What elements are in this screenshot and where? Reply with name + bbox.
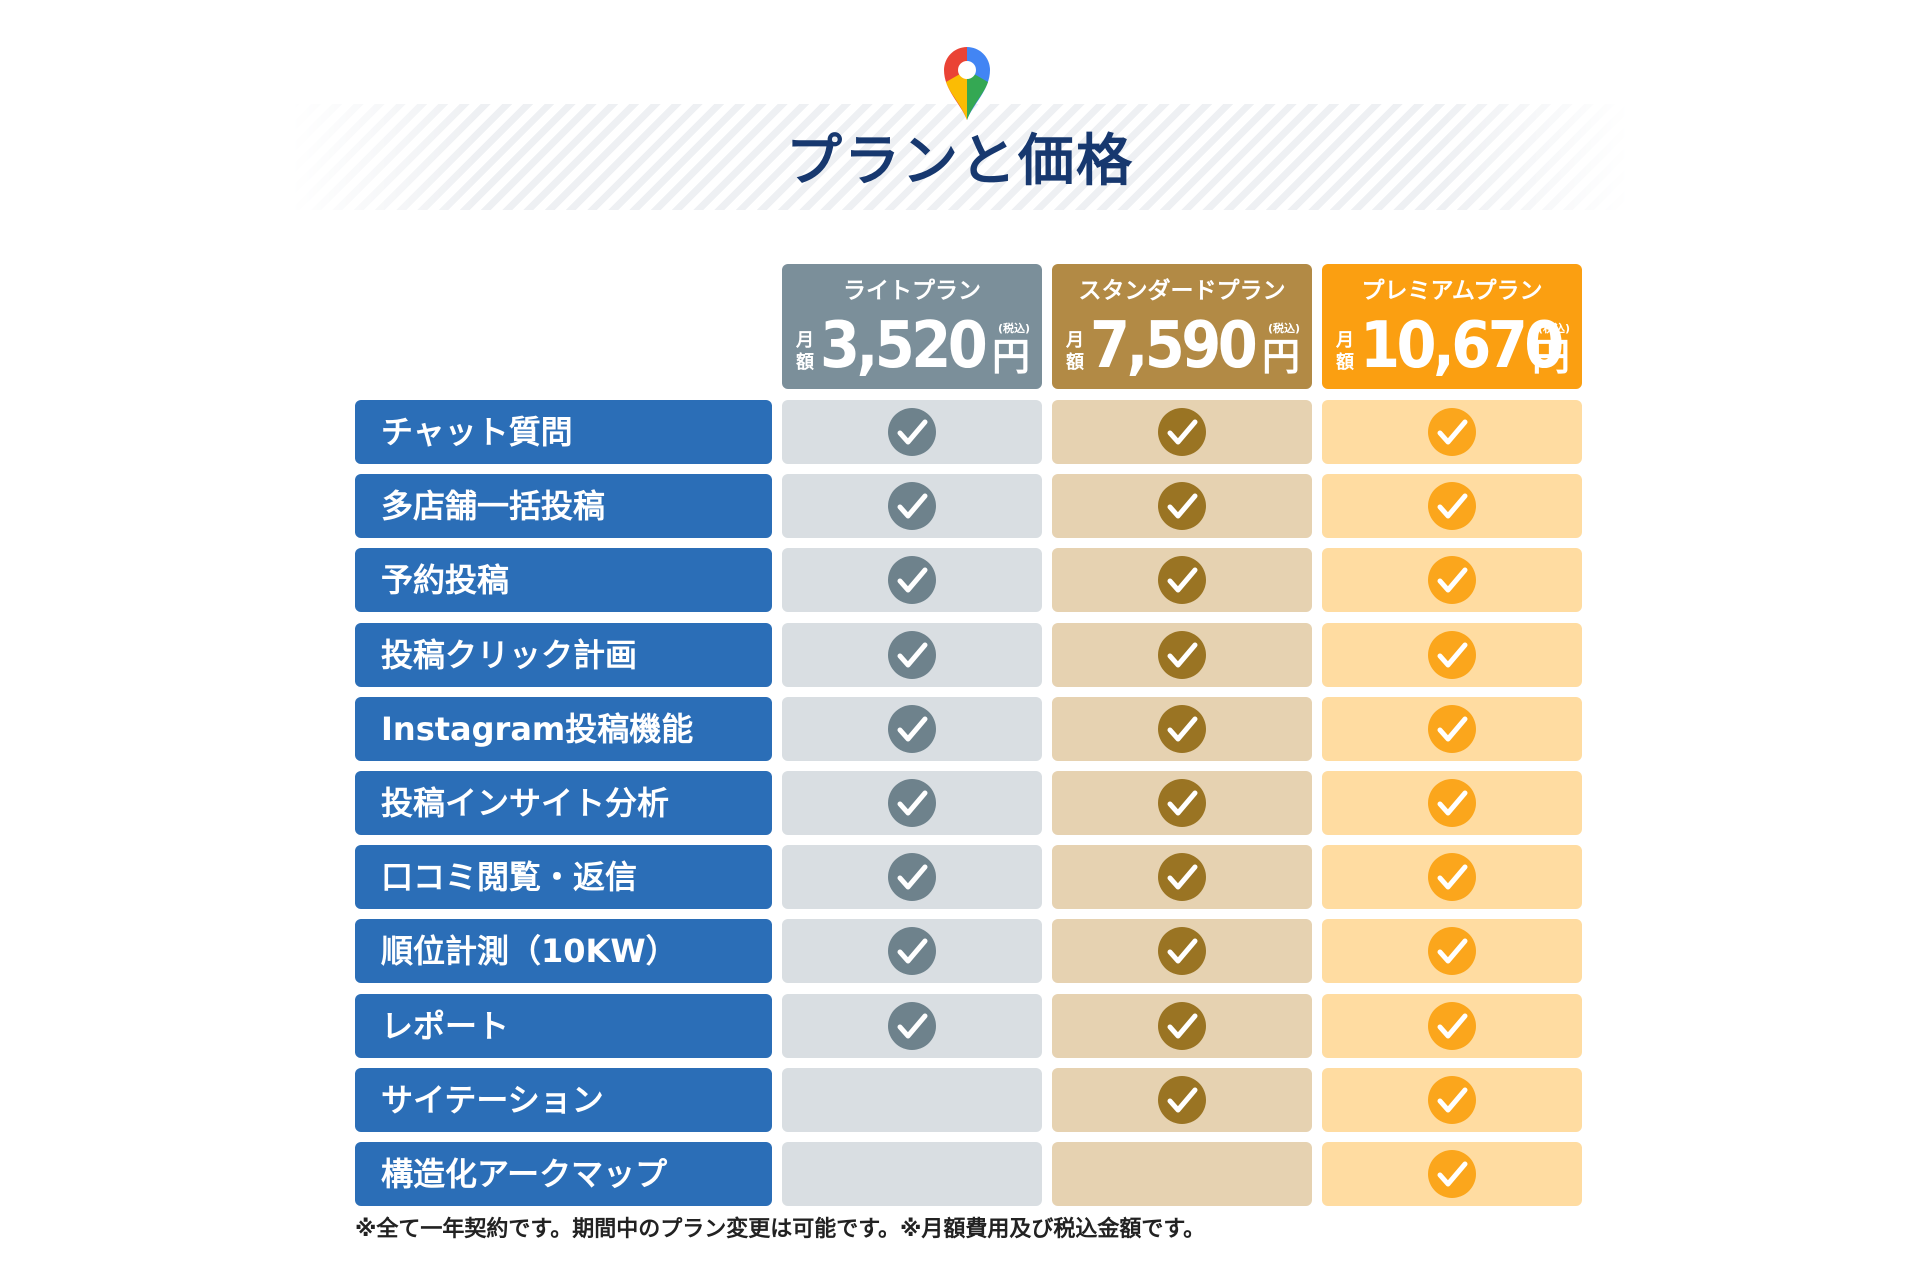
footnote: ※全て一年契約です。期間中のプラン変更は可能です。※月額費用及び税込金額です。: [355, 1217, 1206, 1242]
feature-cell-premium: [1322, 845, 1582, 909]
check-circle-icon: [888, 408, 936, 456]
feature-cell-standard: [1052, 919, 1312, 983]
page-title: プランと価格: [786, 129, 1134, 194]
plan-name: プレミアムプラン: [1361, 278, 1543, 304]
check-circle-icon: [888, 853, 936, 901]
check-circle-icon: [1158, 631, 1206, 679]
feature-label: 予約投稿: [355, 548, 772, 612]
plan-price: 3,520: [820, 309, 988, 383]
feature-label: レポート: [355, 994, 772, 1058]
feature-cell-light: [782, 474, 1042, 538]
feature-cell-light: [782, 919, 1042, 983]
feature-cell-light: [782, 697, 1042, 761]
tax-label: (税込): [997, 322, 1030, 335]
check-circle-icon: [1158, 1002, 1206, 1050]
check-circle-icon: [1158, 705, 1206, 753]
feature-cell-light: [782, 1068, 1042, 1132]
feature-label: 順位計測（10KW）: [355, 919, 772, 983]
check-circle-icon: [1428, 556, 1476, 604]
check-circle-icon: [1428, 779, 1476, 827]
check-circle-icon: [1428, 482, 1476, 530]
feature-cell-premium: [1322, 1142, 1582, 1206]
feature-label: 投稿インサイト分析: [355, 771, 772, 835]
feature-cell-standard: [1052, 697, 1312, 761]
check-circle-icon: [1428, 408, 1476, 456]
feature-cell-light: [782, 771, 1042, 835]
plan-price: 7,590: [1090, 309, 1258, 383]
feature-cell-premium: [1322, 548, 1582, 612]
feature-label: 投稿クリック計画: [355, 623, 772, 687]
feature-cell-light: [782, 548, 1042, 612]
feature-cell-light: [782, 1142, 1042, 1206]
feature-cell-premium: [1322, 1068, 1582, 1132]
feature-cell-premium: [1322, 474, 1582, 538]
feature-cell-premium: [1322, 697, 1582, 761]
check-circle-icon: [1428, 1002, 1476, 1050]
check-circle-icon: [1428, 853, 1476, 901]
feature-cell-premium: [1322, 919, 1582, 983]
plan-header-light: ライトプラン月額 3,520 (税込) 円: [782, 264, 1042, 389]
check-circle-icon: [1158, 779, 1206, 827]
feature-cell-premium: [1322, 400, 1582, 464]
check-circle-icon: [888, 1002, 936, 1050]
monthly-label: 月額: [1336, 330, 1354, 373]
yen-unit: 円: [1531, 335, 1570, 379]
check-circle-icon: [888, 631, 936, 679]
feature-cell-premium: [1322, 994, 1582, 1058]
feature-label: チャット質問: [355, 400, 772, 464]
feature-cell-standard: [1052, 994, 1312, 1058]
check-circle-icon: [1158, 1076, 1206, 1124]
feature-label: 構造化アークマップ: [355, 1142, 772, 1206]
check-circle-icon: [1428, 631, 1476, 679]
check-circle-icon: [888, 927, 936, 975]
check-circle-icon: [888, 779, 936, 827]
feature-cell-premium: [1322, 771, 1582, 835]
check-circle-icon: [1428, 1076, 1476, 1124]
map-pin-icon: [944, 47, 990, 120]
monthly-label: 月額: [1066, 330, 1084, 373]
check-circle-icon: [1158, 853, 1206, 901]
plan-name: スタンダードプラン: [1078, 278, 1286, 304]
check-circle-icon: [888, 556, 936, 604]
feature-cell-light: [782, 623, 1042, 687]
feature-cell-standard: [1052, 623, 1312, 687]
monthly-label: 月額: [796, 330, 814, 373]
yen-unit: 円: [991, 335, 1030, 379]
feature-label: 多店舗一括投稿: [355, 474, 772, 538]
check-circle-icon: [1428, 705, 1476, 753]
check-circle-icon: [1158, 927, 1206, 975]
feature-cell-standard: [1052, 771, 1312, 835]
check-circle-icon: [1428, 927, 1476, 975]
title-banner: [290, 104, 1630, 210]
check-circle-icon: [1428, 1150, 1476, 1198]
feature-cell-standard: [1052, 1142, 1312, 1206]
feature-cell-standard: [1052, 548, 1312, 612]
feature-label: サイテーション: [355, 1068, 772, 1132]
feature-cell-standard: [1052, 1068, 1312, 1132]
feature-label: Instagram投稿機能: [355, 697, 772, 761]
plan-name: ライトプラン: [843, 278, 981, 304]
check-circle-icon: [888, 482, 936, 530]
feature-cell-standard: [1052, 474, 1312, 538]
feature-cell-light: [782, 845, 1042, 909]
tax-label: (税込): [1537, 322, 1570, 335]
feature-cell-light: [782, 994, 1042, 1058]
plan-price: 10,670: [1360, 309, 1564, 383]
feature-cell-standard: [1052, 400, 1312, 464]
check-circle-icon: [888, 705, 936, 753]
yen-unit: 円: [1261, 335, 1300, 379]
check-circle-icon: [1158, 408, 1206, 456]
tax-label: (税込): [1267, 322, 1300, 335]
feature-cell-standard: [1052, 845, 1312, 909]
feature-label: 口コミ閲覧・返信: [355, 845, 772, 909]
check-circle-icon: [1158, 482, 1206, 530]
check-circle-icon: [1158, 556, 1206, 604]
plan-header-standard: スタンダードプラン月額 7,590 (税込) 円: [1052, 264, 1312, 389]
feature-cell-light: [782, 400, 1042, 464]
plan-header-premium: プレミアムプラン 月額 10,670 (税込) 円: [1322, 264, 1582, 389]
feature-cell-premium: [1322, 623, 1582, 687]
